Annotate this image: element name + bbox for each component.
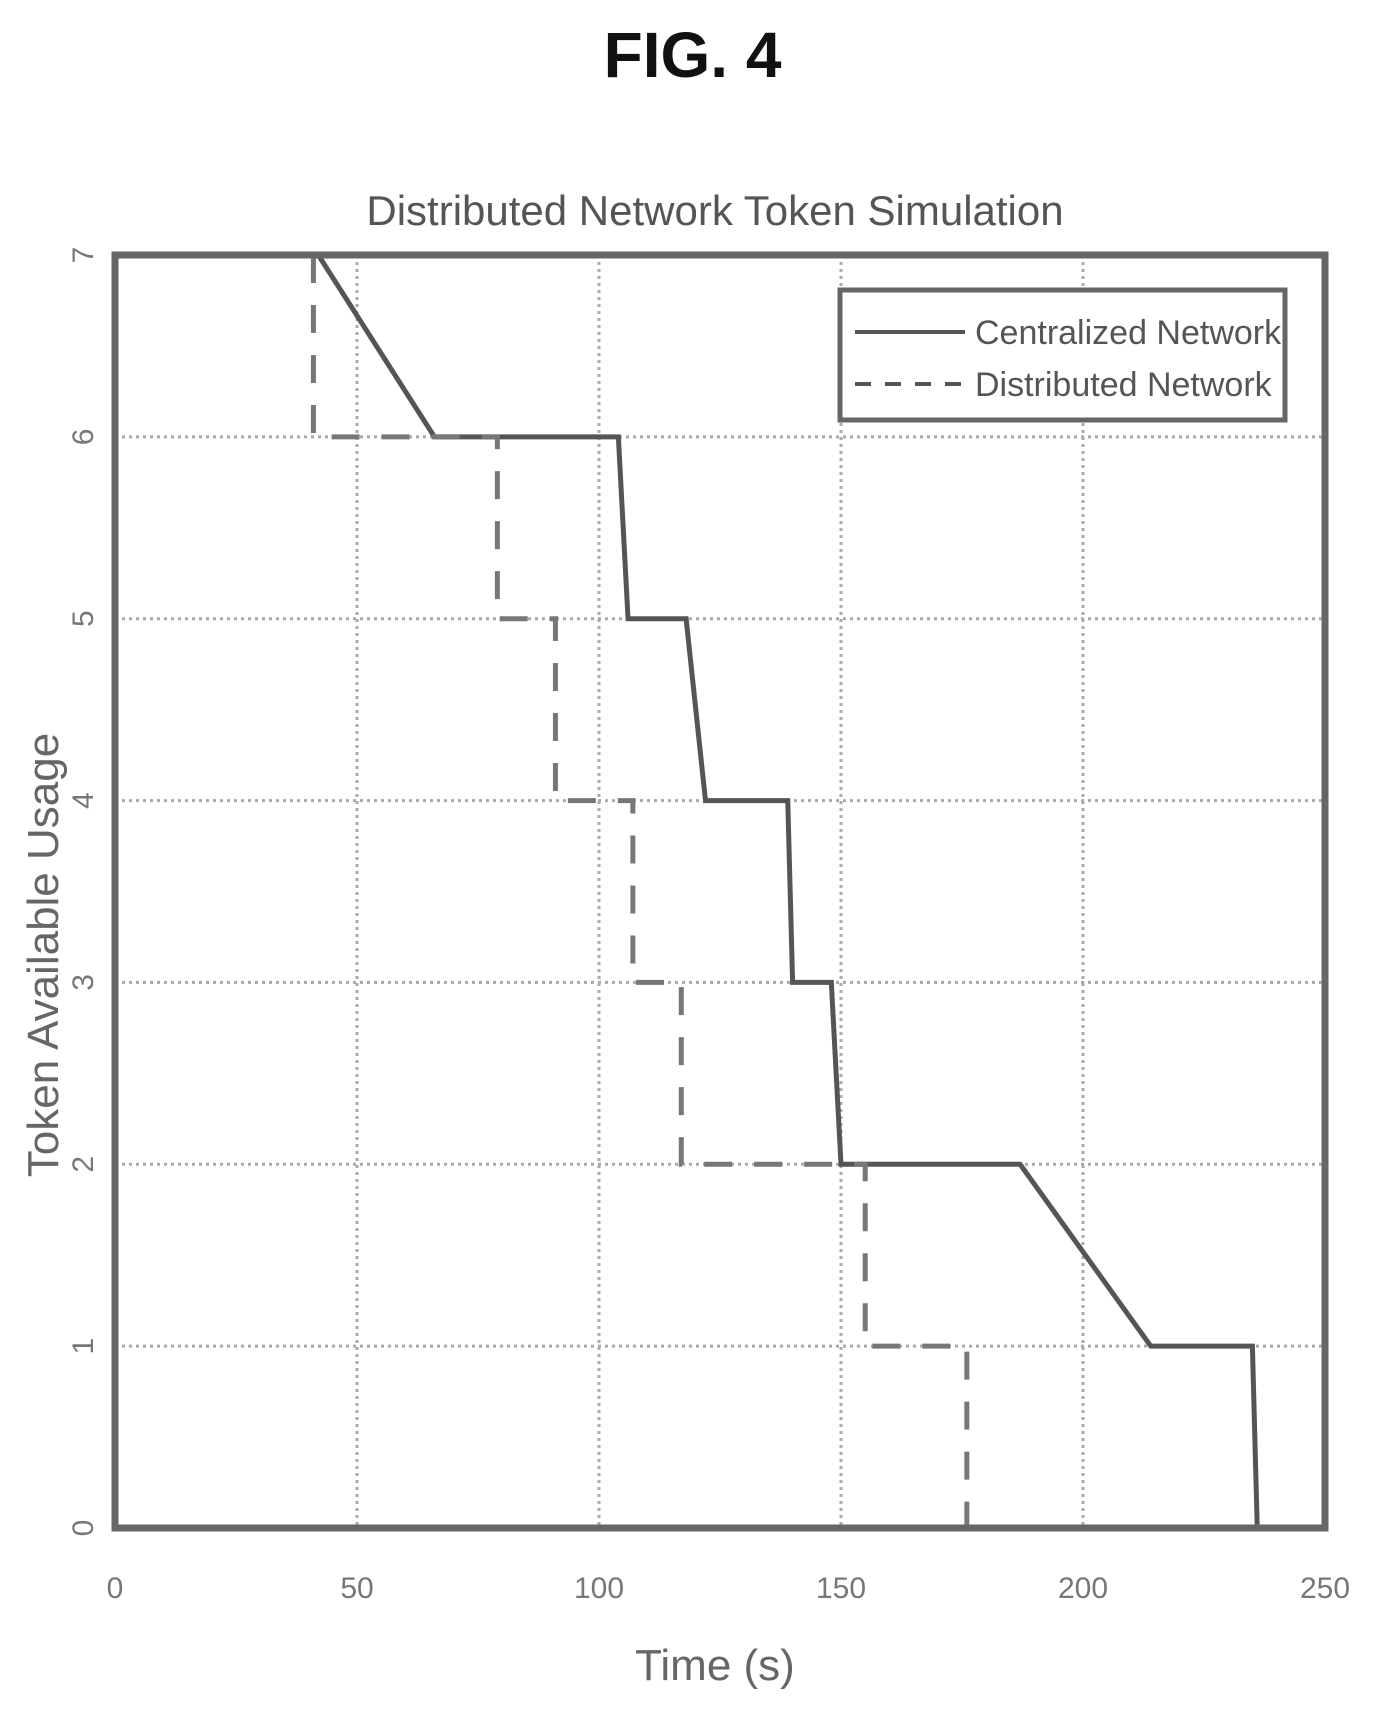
series-line-centralized bbox=[316, 253, 1260, 1529]
y-tick-label: 5 bbox=[67, 610, 100, 627]
x-tick-label: 250 bbox=[1300, 1572, 1350, 1605]
chart-title: Distributed Network Token Simulation bbox=[366, 187, 1063, 234]
y-tick-label: 7 bbox=[67, 247, 100, 264]
x-tick-label: 200 bbox=[1058, 1572, 1108, 1605]
y-tick-label: 1 bbox=[67, 1338, 100, 1355]
y-tick-label: 0 bbox=[67, 1520, 100, 1537]
y-axis-label: Token Available Usage bbox=[19, 733, 68, 1177]
x-tick-label: 50 bbox=[340, 1572, 373, 1605]
axis-ticks: 0 50 100 150 200 250 0 1 2 3 4 5 6 7 bbox=[67, 247, 1350, 1605]
plot-frame bbox=[111, 251, 1329, 1532]
y-tick-label: 4 bbox=[67, 792, 100, 809]
legend: Centralized Network Distributed Network bbox=[837, 287, 1288, 423]
x-tick-label: 0 bbox=[107, 1572, 124, 1605]
x-axis-label: Time (s) bbox=[635, 1641, 795, 1690]
x-tick-label: 150 bbox=[816, 1572, 866, 1605]
legend-box bbox=[837, 287, 1288, 423]
y-tick-label: 3 bbox=[67, 974, 100, 991]
y-tick-label: 6 bbox=[67, 429, 100, 446]
y-tick-label: 2 bbox=[67, 1156, 100, 1173]
x-tick-label: 100 bbox=[574, 1572, 624, 1605]
figure-label: FIG. 4 bbox=[603, 19, 782, 91]
series-line-distributed bbox=[310, 255, 970, 1528]
series-lines bbox=[310, 253, 1260, 1529]
legend-label: Centralized Network bbox=[975, 314, 1282, 352]
legend-label: Distributed Network bbox=[975, 366, 1273, 404]
